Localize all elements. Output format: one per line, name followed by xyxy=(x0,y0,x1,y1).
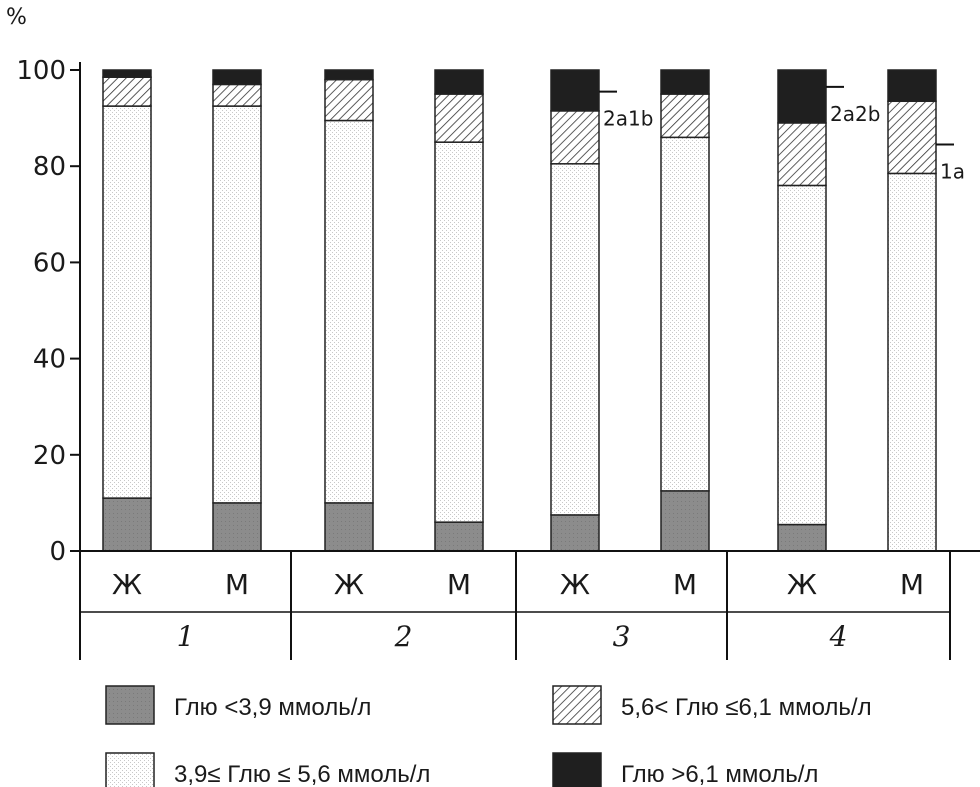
bar-segment-4 xyxy=(102,69,152,78)
bar-segment-4 xyxy=(550,69,600,112)
bar-segment-4 xyxy=(887,69,937,103)
bar-segment-3 xyxy=(660,93,710,139)
bar-segment-3 xyxy=(434,93,484,143)
bar-segment-3 xyxy=(324,78,374,122)
y-axis: % 0 20 40 60 80 100 xyxy=(6,5,81,567)
group-label: 2 xyxy=(394,620,413,653)
bar-segment-3 xyxy=(550,110,600,165)
legend-item: Глю <3,9 ммоль/л xyxy=(105,685,371,725)
y-tick-label: 20 xyxy=(33,441,66,471)
bar-segment-2 xyxy=(550,163,600,516)
bar-segment-1 xyxy=(777,523,827,552)
bar-segment-4 xyxy=(434,69,484,95)
category-label: Ж xyxy=(334,568,364,601)
bar-segment-2 xyxy=(212,105,262,504)
category-label: М xyxy=(225,568,249,601)
legend-item: Глю >6,1 ммоль/л xyxy=(552,752,818,787)
legend: Глю <3,9 ммоль/л 5,6< Глю ≤6,1 ммоль/л 3,9… xyxy=(105,685,872,787)
annotation-label: 2a1b xyxy=(603,107,653,131)
bars xyxy=(102,69,937,552)
legend-swatch xyxy=(105,752,155,787)
bar-segment-3 xyxy=(777,122,827,187)
category-label: М xyxy=(900,568,924,601)
legend-label: 3,9≤ Глю ≤ 5,6 ммоль/л xyxy=(174,761,430,787)
legend-swatch xyxy=(552,752,602,787)
bar-segment-3 xyxy=(212,83,262,107)
legend-item: 5,6< Глю ≤6,1 ммоль/л xyxy=(552,685,872,725)
annotations: 2a1b 2a2b 1a xyxy=(599,85,965,184)
category-label: Ж xyxy=(112,568,142,601)
annotation-label: 2a2b xyxy=(830,102,880,126)
y-tick-label: 0 xyxy=(49,537,66,567)
bar-segment-1 xyxy=(324,502,374,552)
legend-swatch xyxy=(105,685,155,725)
y-tick-label: 80 xyxy=(33,152,66,182)
annotation-label: 1a xyxy=(940,160,965,184)
category-label: М xyxy=(447,568,471,601)
bar-segment-2 xyxy=(887,172,937,552)
bar-segment-4 xyxy=(324,69,374,81)
bar-segment-2 xyxy=(102,105,152,499)
y-axis-unit: % xyxy=(6,5,27,30)
bar-segment-1 xyxy=(660,490,710,552)
bar-segment-3 xyxy=(887,100,937,175)
y-tick-label: 100 xyxy=(16,56,66,86)
category-label: М xyxy=(673,568,697,601)
y-tick-label: 60 xyxy=(33,248,66,278)
group-label: 1 xyxy=(177,620,195,653)
bar-segment-2 xyxy=(777,184,827,526)
legend-swatch xyxy=(552,685,602,725)
bar-segment-3 xyxy=(102,76,152,107)
bar-segment-1 xyxy=(434,521,484,552)
category-label: Ж xyxy=(787,568,817,601)
bar-segment-4 xyxy=(212,69,262,86)
legend-label: Глю >6,1 ммоль/л xyxy=(621,761,818,787)
bar-segment-1 xyxy=(550,514,600,552)
bar-segment-2 xyxy=(660,136,710,492)
bar-segment-4 xyxy=(660,69,710,95)
group-label: 4 xyxy=(829,620,848,653)
y-tick-label: 40 xyxy=(33,345,66,375)
group-label: 3 xyxy=(613,620,631,653)
legend-label: 5,6< Глю ≤6,1 ммоль/л xyxy=(621,694,872,721)
bar-segment-4 xyxy=(777,69,827,124)
bar-segment-1 xyxy=(102,497,152,552)
legend-item: 3,9≤ Глю ≤ 5,6 ммоль/л xyxy=(105,752,430,787)
bar-segment-2 xyxy=(434,141,484,523)
bar-segment-1 xyxy=(212,502,262,552)
category-label: Ж xyxy=(560,568,590,601)
x-axis: Ж М Ж М Ж М Ж М1 2 3 4 xyxy=(79,550,980,660)
legend-label: Глю <3,9 ммоль/л xyxy=(174,694,371,721)
bar-segment-2 xyxy=(324,119,374,504)
